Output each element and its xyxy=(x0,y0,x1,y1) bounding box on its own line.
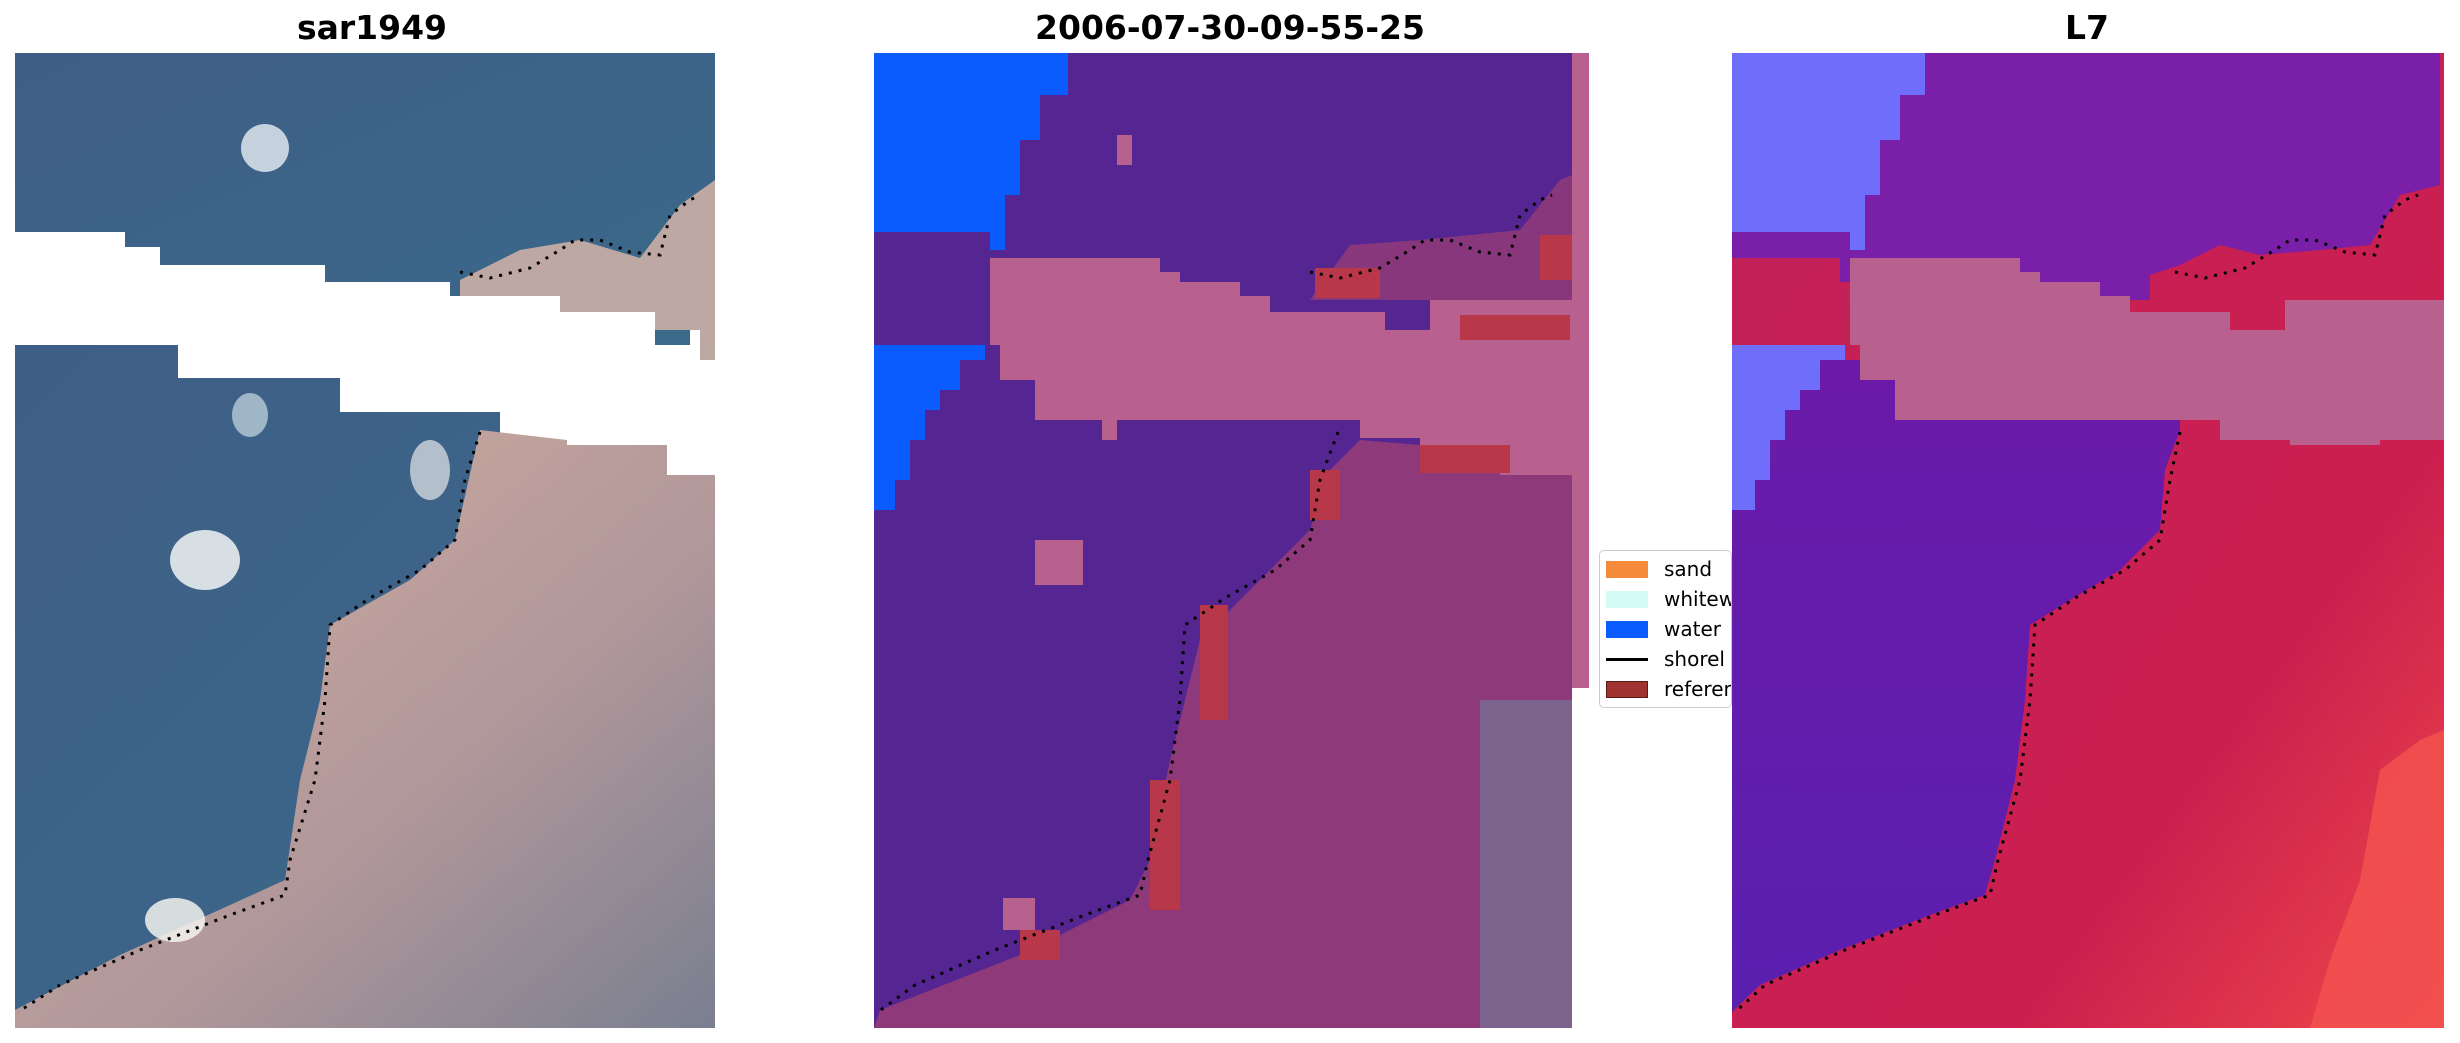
reference-swatch xyxy=(1606,680,1648,698)
legend-label-reference: referen xyxy=(1664,677,1732,701)
rgb-image-panel xyxy=(15,53,715,1028)
class-sand-band xyxy=(990,258,1572,475)
index-bright-patch xyxy=(2310,730,2444,1028)
legend-item-reference: referen xyxy=(1606,676,1732,702)
rgb-upper-land xyxy=(460,180,715,360)
rgb-lower-land xyxy=(15,430,715,1028)
class-ref-5 xyxy=(1460,315,1570,340)
rgb-cloud-2 xyxy=(232,393,268,437)
whitewater-swatch xyxy=(1606,590,1648,608)
classification-panel xyxy=(874,53,1589,1028)
panel-title-classification: 2006-07-30-09-55-25 xyxy=(1035,8,1425,47)
rgb-cloud-3 xyxy=(170,530,240,590)
legend-label-water: water xyxy=(1664,617,1721,641)
legend: sand whitew water shorel referen xyxy=(1599,550,1732,708)
class-ref-4 xyxy=(1315,268,1380,298)
rgb-cloud-1 xyxy=(241,124,289,172)
index-water-bottom-left xyxy=(1732,345,1845,510)
class-land-right xyxy=(874,440,1572,1028)
index-water-body xyxy=(1732,53,2440,300)
class-ref-7 xyxy=(1420,445,1510,473)
legend-label-whitewater: whitew xyxy=(1664,587,1732,611)
class-water-bottom xyxy=(874,345,985,510)
class-sand-strip xyxy=(1572,53,1589,688)
class-ref-8 xyxy=(1020,930,1060,960)
class-ref-3 xyxy=(1310,470,1340,520)
sand-swatch xyxy=(1606,560,1648,578)
class-gray-edge xyxy=(1480,700,1572,1028)
class-speck-3 xyxy=(1035,540,1083,585)
legend-item-shoreline: shorel xyxy=(1606,646,1725,672)
class-water-top xyxy=(874,53,1068,250)
index-water-top-left xyxy=(1732,53,1925,250)
class-ref-6 xyxy=(1540,235,1572,280)
class-ref-2 xyxy=(1150,780,1180,910)
legend-item-whitewater: whitew xyxy=(1606,586,1732,612)
legend-item-sand: sand xyxy=(1606,556,1712,582)
panel-title-rgb: sar1949 xyxy=(296,8,448,47)
class-speck-2 xyxy=(1102,410,1117,440)
class-ref-1 xyxy=(1200,605,1228,720)
class-speck-1 xyxy=(1117,135,1132,165)
legend-label-shoreline: shorel xyxy=(1664,647,1725,671)
index-shoreline-upper xyxy=(2174,193,2419,280)
index-panel xyxy=(1732,53,2460,1028)
index-white-strip xyxy=(2444,53,2460,688)
legend-label-sand: sand xyxy=(1664,557,1713,581)
class-shoreline-upper xyxy=(1309,193,1553,280)
shoreline-line-swatch xyxy=(1606,657,1648,661)
class-speck-4 xyxy=(1003,898,1035,930)
rgb-cloud-5 xyxy=(410,440,450,500)
legend-item-water: water xyxy=(1606,616,1721,642)
water-swatch xyxy=(1606,620,1648,638)
index-sand-band xyxy=(1850,258,2444,445)
rgb-upper-water xyxy=(15,53,715,360)
index-water-lower xyxy=(1732,345,2180,1012)
rgb-cloud-4 xyxy=(145,898,205,942)
rgb-shoreline-upper xyxy=(459,193,701,280)
panel-title-index: L7 xyxy=(2065,8,2109,47)
